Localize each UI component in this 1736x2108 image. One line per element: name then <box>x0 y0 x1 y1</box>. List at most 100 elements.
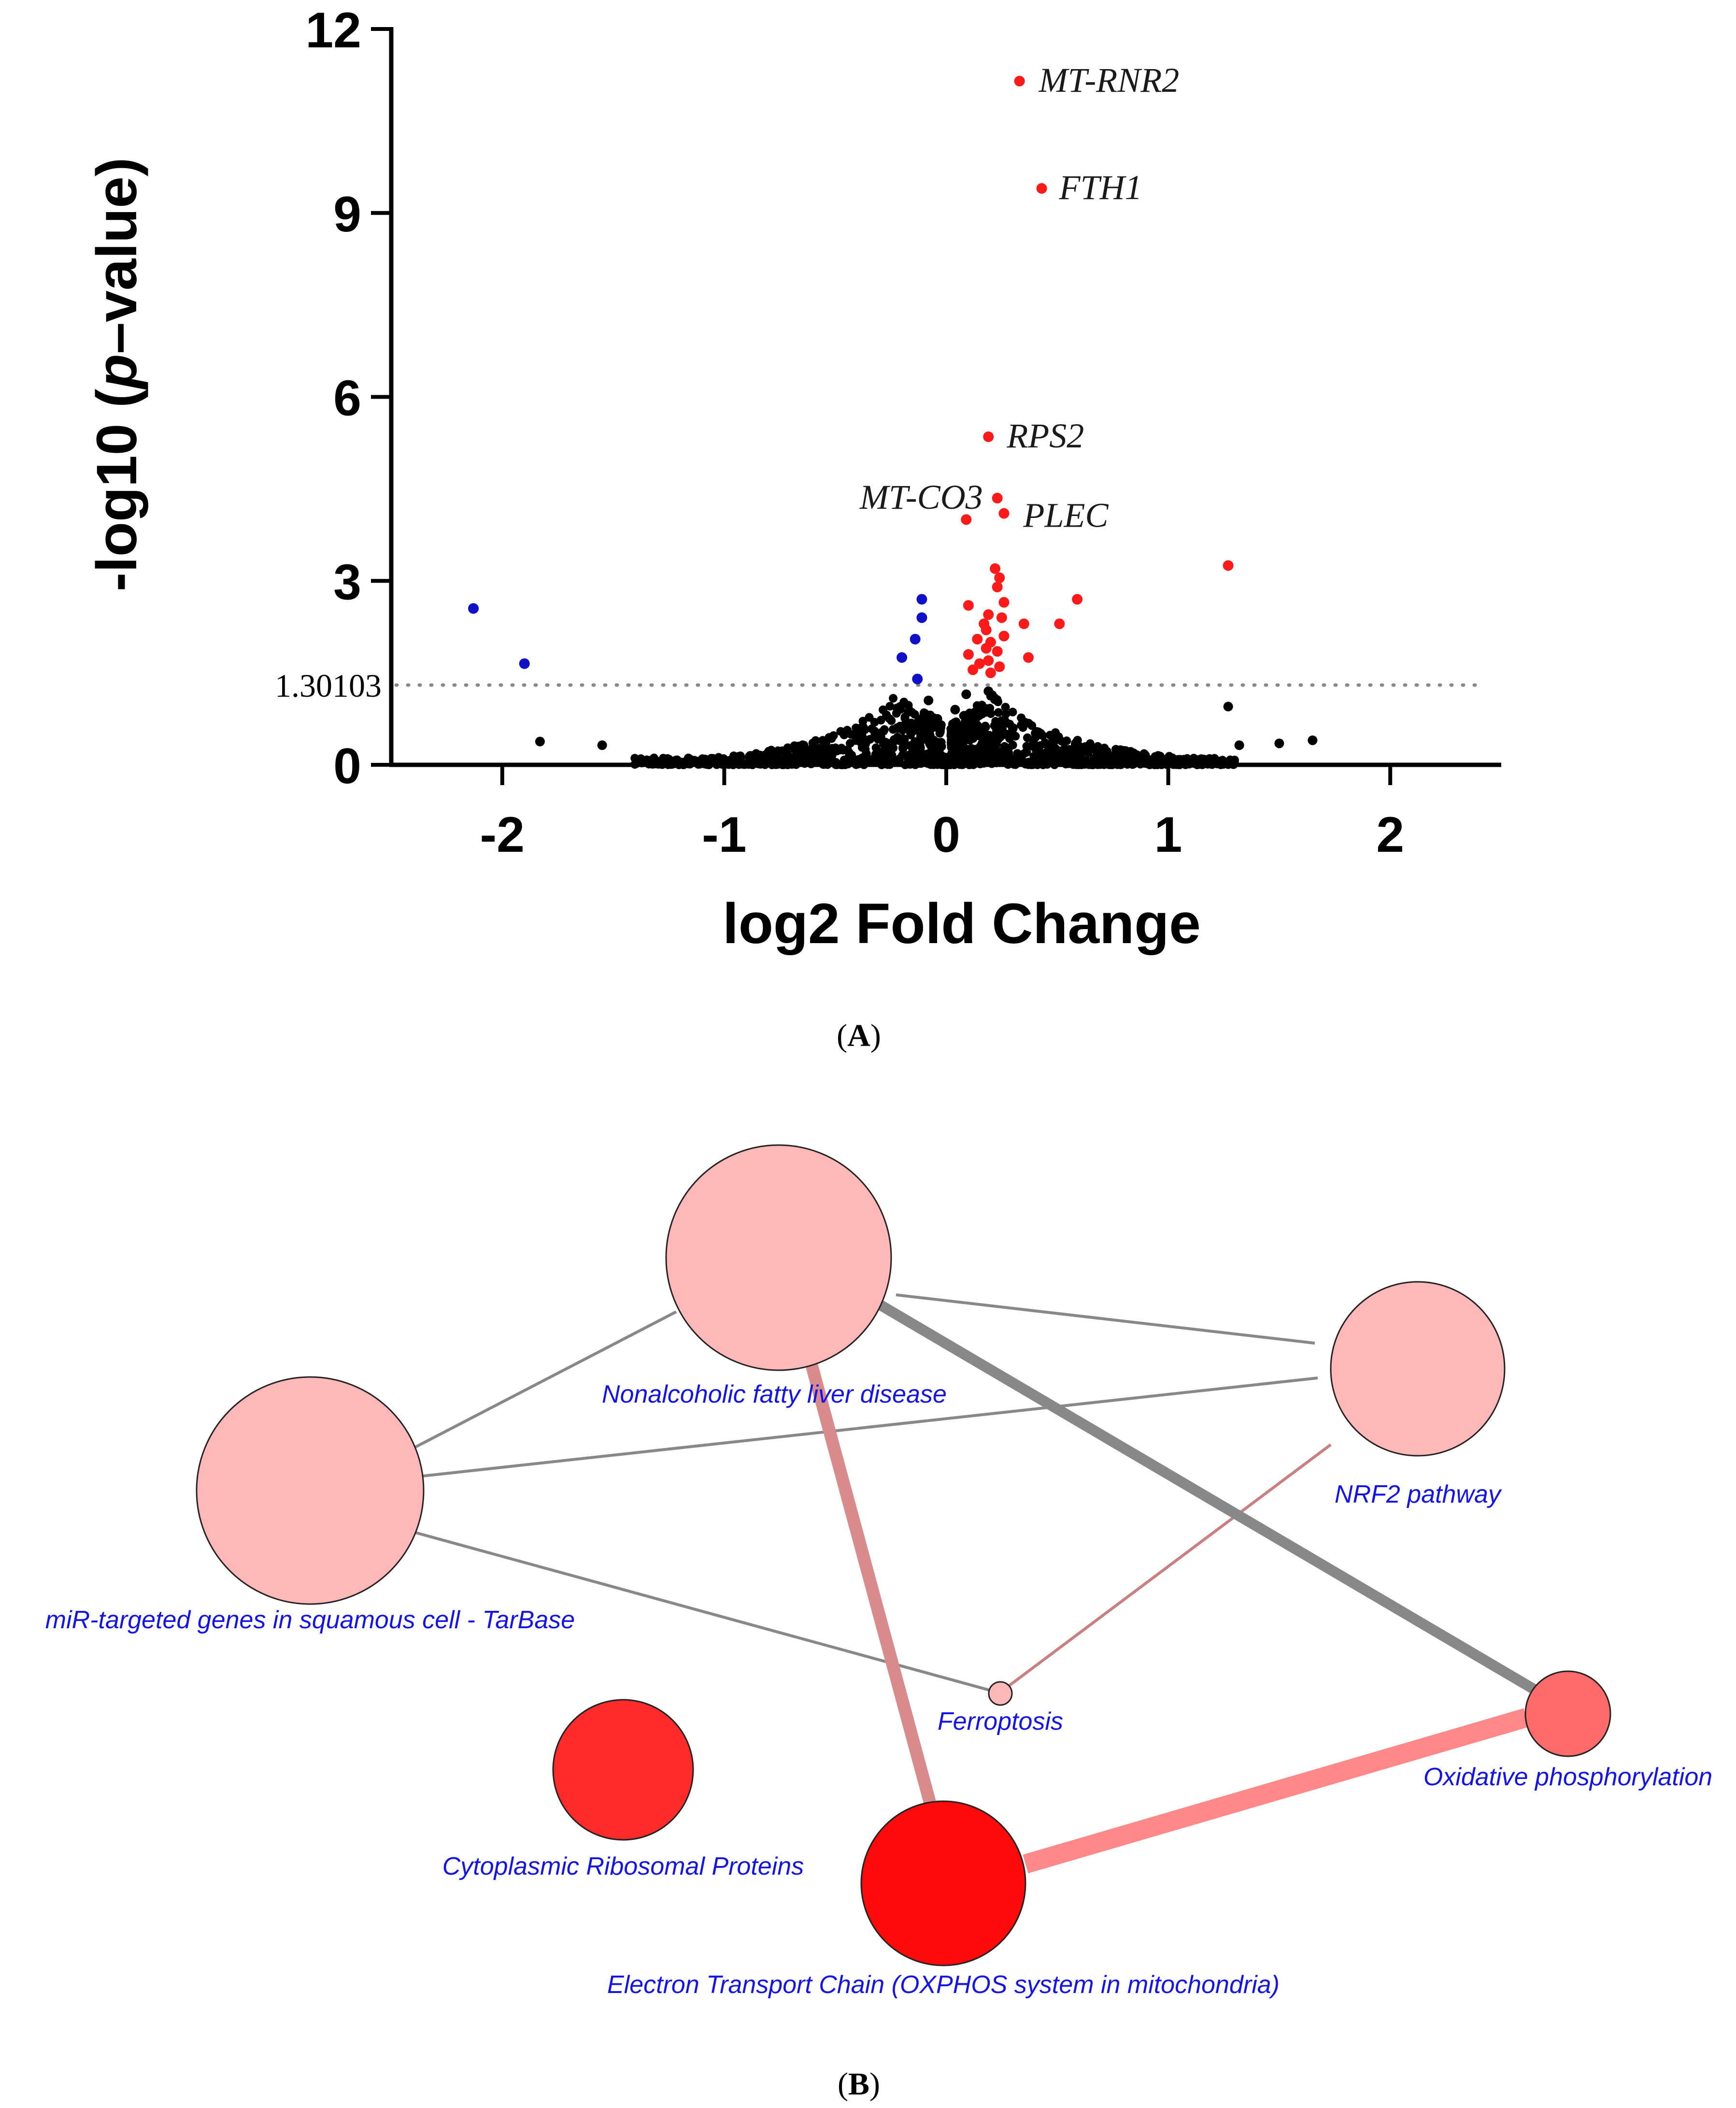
ns-point <box>1119 756 1128 765</box>
panel-b-label: (B) <box>838 2066 880 2102</box>
ns-point <box>969 753 978 762</box>
ns-point <box>898 751 907 760</box>
ns-point <box>971 714 981 723</box>
ns-point <box>1017 713 1026 722</box>
ns-point <box>961 689 971 700</box>
ns-point <box>950 704 960 715</box>
nonsignificant-points <box>535 686 1318 769</box>
x-tick-label: -1 <box>702 807 746 863</box>
ns-point <box>1234 740 1244 750</box>
down-point <box>910 633 921 645</box>
up-point <box>1023 652 1034 663</box>
ns-point <box>997 725 1007 734</box>
ns-point <box>1083 748 1093 757</box>
down-point <box>468 603 479 614</box>
ns-point <box>1072 738 1081 747</box>
edge-nrf2-ferroptosis <box>1008 1443 1332 1687</box>
ns-point <box>858 717 868 726</box>
ns-point <box>907 721 916 731</box>
ns-point <box>1027 721 1037 730</box>
ns-point <box>836 727 845 736</box>
up-point <box>963 649 974 660</box>
gene-label: RPS2 <box>1006 416 1084 455</box>
ns-point <box>806 751 815 760</box>
threshold-label: 1.30103 <box>275 667 382 704</box>
ns-point <box>597 740 607 750</box>
ns-point <box>856 736 866 745</box>
up-point <box>961 514 972 525</box>
y-axis-label-suffix: –value) <box>85 158 149 354</box>
ns-point <box>898 734 908 743</box>
ns-point <box>962 716 971 725</box>
ns-point <box>932 714 942 724</box>
node-etc <box>860 1800 1026 1966</box>
ns-point <box>906 741 915 750</box>
up-point <box>1223 560 1234 571</box>
ns-point <box>885 702 895 711</box>
ns-point <box>949 751 958 760</box>
up-point <box>994 572 1005 583</box>
ns-point <box>1149 755 1158 764</box>
ns-point <box>994 708 1003 717</box>
ns-point <box>1051 728 1060 737</box>
up-point <box>998 631 1010 642</box>
up-point <box>981 624 992 635</box>
ns-point <box>1141 753 1150 762</box>
ns-point <box>924 695 934 705</box>
ns-point <box>925 729 934 738</box>
ns-point <box>630 754 640 763</box>
ns-point <box>916 731 925 741</box>
ns-point <box>1011 731 1020 741</box>
node-nrf2 <box>1330 1281 1506 1457</box>
x-tick-label: 0 <box>932 807 960 863</box>
node-label-nafld: Nonalcoholic fatty liver disease <box>602 1380 947 1408</box>
node-label-nrf2: NRF2 pathway <box>1335 1480 1502 1508</box>
ns-point <box>881 738 890 747</box>
ns-point <box>992 740 1001 749</box>
ns-point <box>780 754 789 763</box>
ns-point <box>890 736 899 746</box>
up-point <box>1054 618 1065 630</box>
ns-point <box>1045 754 1054 763</box>
pathway-network: Nonalcoholic fatty liver disease NRF2 pat… <box>45 1144 1712 1999</box>
up-point <box>972 633 983 645</box>
node-label-oxphos: Oxidative phosphorylation <box>1423 1763 1712 1791</box>
y-tick-label: 9 <box>333 186 361 243</box>
down-point <box>519 658 530 669</box>
ns-point <box>778 746 787 755</box>
ns-point <box>915 749 924 759</box>
ns-point <box>1019 749 1028 759</box>
y-axis-label: -log10 (p–value) <box>85 158 149 591</box>
up-point <box>1036 183 1047 194</box>
up-point <box>1018 618 1029 630</box>
ns-point <box>907 708 916 717</box>
ns-point <box>876 716 885 725</box>
up-point <box>1014 75 1025 86</box>
ns-point <box>860 725 869 734</box>
up-point <box>992 646 1003 657</box>
ns-point <box>958 739 967 748</box>
ns-point <box>1100 744 1109 753</box>
ns-point <box>846 739 855 748</box>
edge-nafld-mir <box>414 1310 677 1448</box>
up-point <box>983 609 994 620</box>
ns-point <box>808 738 817 747</box>
y-tick-label: 12 <box>305 2 361 58</box>
y-tick-label: 3 <box>333 554 361 610</box>
ns-point <box>1008 707 1017 717</box>
up-point <box>996 612 1007 623</box>
network-node-labels: Nonalcoholic fatty liver disease NRF2 pat… <box>45 1380 1712 1999</box>
ns-point <box>907 754 915 763</box>
significant-points <box>468 75 1234 685</box>
ns-point <box>829 731 838 740</box>
ns-point <box>976 753 985 762</box>
x-tick-label: -2 <box>480 807 525 863</box>
ns-point <box>1165 752 1174 761</box>
ns-point <box>997 716 1006 725</box>
ns-point <box>880 752 889 761</box>
ns-point <box>1119 747 1127 756</box>
ns-point <box>1065 745 1074 754</box>
ns-point <box>898 743 907 752</box>
up-point <box>983 655 994 666</box>
